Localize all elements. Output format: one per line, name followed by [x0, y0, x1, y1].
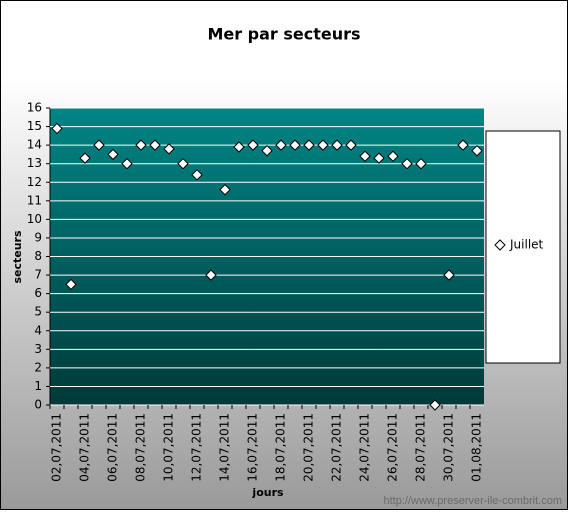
- data-point: [163, 143, 175, 155]
- y-tick-label: 3: [34, 342, 42, 356]
- y-tick-label: 10: [27, 212, 42, 226]
- chart-title: Mer par secteurs: [207, 25, 360, 44]
- data-point: [135, 139, 147, 151]
- data-point: [205, 269, 217, 281]
- y-tick-label: 8: [34, 249, 42, 263]
- data-point: [219, 183, 231, 196]
- x-tick-label: 24,07,2011: [358, 413, 372, 482]
- y-tick-label: 12: [27, 175, 42, 189]
- x-tick-label: 01,08,2011: [470, 413, 484, 482]
- x-tick-label: 06,07,2011: [106, 413, 120, 482]
- data-point: [457, 139, 469, 151]
- watermark: http://www.preserver-ile-combrit.com: [384, 495, 563, 507]
- y-tick-label: 2: [34, 360, 42, 374]
- x-axis-label: jours: [251, 486, 284, 499]
- y-tick-label: 4: [34, 323, 42, 337]
- data-point: [275, 139, 287, 151]
- data-point: [345, 139, 357, 151]
- x-tick-label: 20,07,2011: [302, 413, 316, 482]
- data-point: [359, 150, 371, 162]
- x-tick-label: 26,07,2011: [386, 413, 400, 482]
- data-point: [443, 269, 455, 281]
- x-tick-label: 14,07,2011: [218, 413, 232, 482]
- data-point: [415, 157, 427, 170]
- y-axis-label: secteurs: [11, 230, 24, 284]
- data-point: [331, 139, 343, 151]
- data-point: [149, 139, 161, 151]
- y-tick-label: 5: [34, 305, 42, 319]
- x-tick-label: 10,07,2011: [162, 413, 176, 482]
- y-tick-label: 0: [34, 398, 42, 412]
- y-tick-label: 7: [34, 268, 42, 282]
- data-point: [79, 152, 91, 164]
- data-point: [289, 139, 301, 151]
- data-point: [373, 152, 385, 164]
- y-tick-label: 14: [27, 138, 42, 152]
- x-tick-label: 30,07,2011: [442, 413, 456, 482]
- y-tick-label: 6: [34, 286, 42, 300]
- data-point: [317, 139, 329, 151]
- y-tick-label: 1: [34, 379, 42, 393]
- data-point: [247, 139, 259, 151]
- data-point: [93, 139, 105, 151]
- data-point: [429, 399, 441, 411]
- x-tick-label: 16,07,2011: [246, 413, 260, 482]
- x-tick-label: 02,07,2011: [50, 413, 64, 482]
- y-tick-label: 15: [27, 119, 42, 133]
- data-point: [107, 148, 119, 161]
- x-tick-label: 22,07,2011: [330, 413, 344, 482]
- data-point: [471, 144, 483, 157]
- data-point: [51, 122, 63, 135]
- y-tick-label: 11: [27, 193, 42, 207]
- x-tick-label: 04,07,2011: [78, 413, 92, 482]
- data-point: [177, 157, 189, 170]
- x-tick-label: 08,07,2011: [134, 413, 148, 482]
- x-tick-label: 12,07,2011: [190, 413, 204, 482]
- data-point: [303, 139, 315, 151]
- data-point: [261, 144, 273, 157]
- data-point: [121, 157, 133, 170]
- x-tick-label: 28,07,2011: [414, 413, 428, 482]
- y-tick-label: 16: [27, 101, 42, 115]
- legend-marker: [494, 239, 506, 251]
- y-tick-label: 13: [27, 156, 42, 170]
- x-tick-label: 18,07,2011: [274, 413, 288, 482]
- data-point: [233, 141, 245, 153]
- data-point: [401, 157, 413, 170]
- y-tick-label: 9: [34, 230, 42, 244]
- data-point: [191, 169, 203, 181]
- legend-label: Juillet: [509, 238, 544, 252]
- data-point: [65, 278, 77, 291]
- data-point: [387, 150, 399, 162]
